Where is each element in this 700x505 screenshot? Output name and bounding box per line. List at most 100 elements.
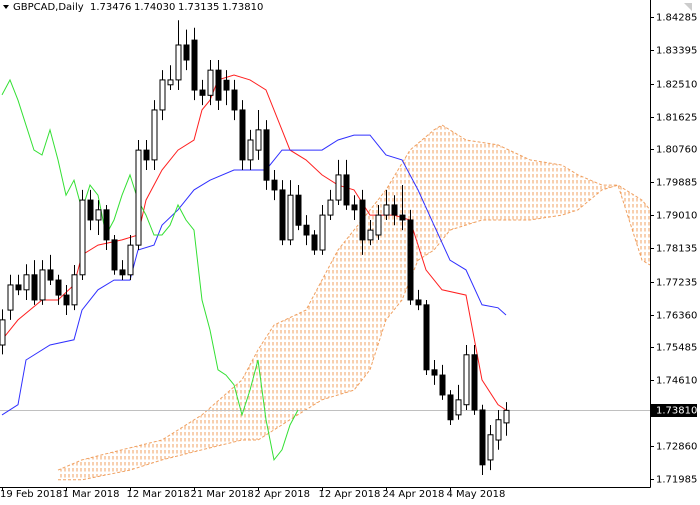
candle-body <box>71 274 78 306</box>
candle-body <box>143 149 150 161</box>
candle-body <box>111 239 118 271</box>
candle-body <box>119 269 126 276</box>
candle-body <box>95 209 102 221</box>
x-tick-label: 21 Mar 2018 <box>191 489 254 500</box>
current-price-box <box>651 404 697 417</box>
y-tick-label: 1.78135 <box>656 244 697 255</box>
candle-body <box>15 284 22 291</box>
candle-body <box>231 89 238 111</box>
candle-body <box>423 304 430 371</box>
candle-body <box>239 109 246 161</box>
y-tick-label: 1.81625 <box>656 113 697 124</box>
y-tick-label: 1.77235 <box>656 278 697 289</box>
menu-triangle[interactable] <box>3 5 9 9</box>
y-tick-label: 1.71985 <box>656 475 697 486</box>
candle-body <box>367 229 374 241</box>
candle-body <box>199 89 206 96</box>
candle-body <box>87 199 94 221</box>
x-tick-label: 19 Feb 2018 <box>0 489 62 500</box>
candle-body <box>135 149 142 246</box>
candle-body <box>79 199 86 276</box>
candle-body <box>455 399 462 416</box>
candle-body <box>399 214 406 221</box>
candle-body <box>207 69 214 96</box>
candle-body <box>103 209 110 241</box>
y-tick-label: 1.72860 <box>656 442 697 453</box>
candle-body <box>31 274 38 301</box>
candle-body <box>215 69 222 101</box>
cloud-span <box>57 124 650 471</box>
y-tick-label: 1.84285 <box>656 13 697 24</box>
candle-body <box>279 189 286 241</box>
x-tick-label: 1 Mar 2018 <box>63 489 120 500</box>
candle-body <box>167 79 174 86</box>
header-value: 1.74030 <box>134 2 175 13</box>
indicator-line <box>1 78 299 462</box>
candle-body <box>319 214 326 251</box>
candle-body <box>0 319 6 346</box>
candle-body <box>47 269 54 281</box>
y-tick-label: 1.76360 <box>656 311 697 322</box>
candle-body <box>247 139 254 161</box>
candle-body <box>415 299 422 306</box>
candle-body <box>55 279 62 296</box>
current-price-label: 1.73810 <box>656 406 697 417</box>
candle-body <box>327 199 334 216</box>
header-symbol: GBPCAD,Daily <box>13 2 84 13</box>
candle-body <box>343 174 350 206</box>
candle-body <box>151 109 158 161</box>
header-value: 1.73476 <box>90 2 131 13</box>
candle-body <box>359 199 366 241</box>
candle-body <box>311 234 318 251</box>
y-tick-label: 1.74610 <box>656 376 697 387</box>
x-tick-label: 4 May 2018 <box>447 489 506 500</box>
candle-body <box>391 204 398 216</box>
header-value: 1.73135 <box>178 2 219 13</box>
candle-body <box>447 394 454 421</box>
candle-body <box>479 409 486 466</box>
candle-body <box>127 244 134 276</box>
x-tick-label: 12 Mar 2018 <box>127 489 190 500</box>
candle-body <box>407 219 414 301</box>
candle-body <box>263 129 270 181</box>
x-tick-label: 12 Apr 2018 <box>319 489 381 500</box>
candle-body <box>255 129 262 151</box>
candle-body <box>63 294 70 306</box>
header-value: 1.73810 <box>222 2 263 13</box>
y-tick-label: 1.83395 <box>656 46 697 57</box>
x-tick-label: 2 Apr 2018 <box>255 489 310 500</box>
candle-body <box>383 204 390 216</box>
candle-body <box>375 214 382 236</box>
candle-body <box>23 274 30 291</box>
x-tick-label: 24 Apr 2018 <box>383 489 445 500</box>
candle-body <box>303 224 310 236</box>
y-tick-label: 1.80760 <box>656 145 697 156</box>
candle-body <box>287 194 294 241</box>
candle-body <box>175 44 182 81</box>
candle-body <box>271 179 278 191</box>
y-tick-label: 1.82510 <box>656 80 697 91</box>
plot-area <box>0 20 650 481</box>
candle-body <box>191 39 198 91</box>
candle-body <box>439 374 446 396</box>
candle-body <box>503 409 510 424</box>
candle-body <box>495 419 502 441</box>
indicator-line <box>1 74 507 411</box>
y-tick-label: 1.75485 <box>656 343 697 354</box>
scroll-icon[interactable] <box>684 3 692 11</box>
candle-body <box>183 44 190 61</box>
candle-body <box>487 434 494 461</box>
candle-body <box>463 354 470 406</box>
candle-body <box>471 354 478 411</box>
candle-body <box>335 174 342 201</box>
cloud-span <box>58 184 650 481</box>
y-tick-label: 1.79010 <box>656 211 697 222</box>
cloud-area <box>58 125 650 480</box>
candle-body <box>223 79 230 91</box>
y-tick-label: 1.79885 <box>656 178 697 189</box>
candle-body <box>431 369 438 376</box>
candle-body <box>295 194 302 226</box>
candle-body <box>351 204 358 211</box>
